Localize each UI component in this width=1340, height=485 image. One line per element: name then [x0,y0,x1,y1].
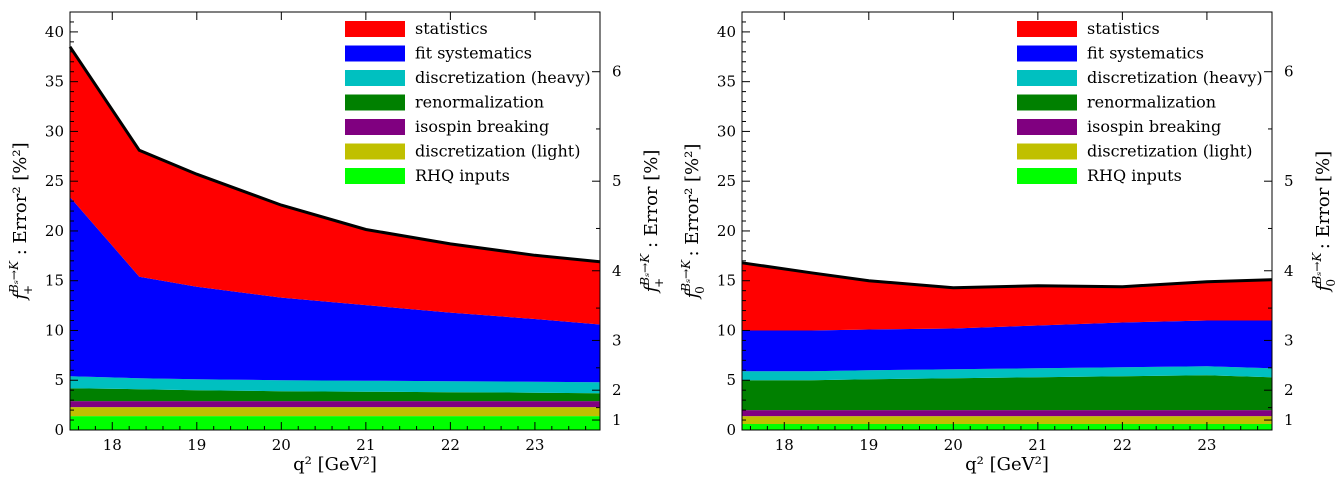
y-tick-label: 40 [45,23,64,41]
area-statistics [70,46,600,325]
legend-swatch [1017,21,1077,37]
area-fit-systematics [70,197,600,383]
legend-label: RHQ inputs [415,166,510,185]
legend-swatch [345,94,405,111]
area-discretization-heavy- [70,376,600,394]
x-tick-label: 20 [944,436,963,454]
legend-swatch [345,119,405,135]
x-tick-label: 22 [1113,436,1132,454]
y-tick-label: 25 [717,172,736,190]
area-discretization-light- [70,407,600,417]
legend-label: isospin breaking [415,117,549,136]
right-y-axis-title: fBₛ→K0 : Error [%] [1310,151,1338,293]
right-tick-label: 1 [1284,411,1294,429]
y-tick-label: 20 [717,222,736,240]
legend-swatch [1017,143,1077,160]
legend-label: fit systematics [1087,44,1204,63]
total-error-line [68,45,601,264]
y-tick-label: 15 [717,272,736,290]
right-tick-label: 5 [1284,172,1294,190]
y-tick-label: 40 [717,23,736,41]
right-tick-label: 2 [612,381,622,399]
x-tick-label: 18 [775,436,794,454]
area-discretization-heavy- [742,366,1272,381]
y-tick-label: 35 [45,73,64,91]
area-rhq-inputs [742,424,1272,430]
area-isospin-breaking [742,410,1272,417]
right-tick-label: 3 [1284,331,1294,349]
legend-swatch [345,21,405,37]
y-tick-label: 20 [45,222,64,240]
legend-label: discretization (heavy) [415,68,591,87]
legend-label: statistics [415,19,488,38]
right-tick-label: 4 [612,262,622,280]
legend-swatch [1017,168,1077,184]
x-tick-label: 21 [356,436,375,454]
x-tick-label: 19 [187,436,206,454]
y-tick-label: 5 [726,371,736,389]
total-error-line [741,261,1273,290]
legend-label: RHQ inputs [1087,166,1182,185]
legend-label: renormalization [415,93,544,112]
legend-swatch [345,45,405,62]
legend-label: discretization (light) [415,142,580,161]
legend-label: discretization (light) [1087,142,1252,161]
y-tick-label: 5 [54,371,64,389]
area-renormalization [70,388,600,402]
x-tick-label: 22 [441,436,460,454]
y-tick-label: 30 [717,122,736,140]
right-y-axis-title: fBₛ→K+ : Error [%] [638,150,666,295]
x-tick-label: 21 [1028,436,1047,454]
right-tick-label: 6 [612,63,622,81]
x-axis-title: q² [GeV²] [965,454,1049,475]
legend-label: fit systematics [415,44,532,63]
y-tick-label: 25 [45,172,64,190]
left-y-axis-title: fBₛ→K+ : Error² [%²] [7,142,35,301]
legend-swatch [345,168,405,184]
right-tick-label: 1 [612,411,622,429]
y-tick-label: 0 [54,421,64,439]
area-discretization-light- [742,416,1272,424]
legend-label: isospin breaking [1087,117,1221,136]
area-renormalization [742,375,1272,411]
right-tick-label: 5 [612,172,622,190]
legend-swatch [1017,70,1077,86]
legend-swatch [1017,45,1077,62]
area-fit-systematics [742,320,1272,372]
legend-label: statistics [1087,19,1160,38]
x-tick-label: 23 [525,436,544,454]
area-rhq-inputs [70,416,600,430]
y-tick-label: 10 [717,321,736,339]
legend-label: discretization (heavy) [1087,68,1263,87]
x-tick-label: 18 [103,436,122,454]
y-tick-label: 30 [45,122,64,140]
legend-swatch [345,143,405,160]
y-tick-label: 35 [717,73,736,91]
x-tick-label: 23 [1197,436,1216,454]
legend-label: renormalization [1087,93,1216,112]
y-tick-label: 10 [45,321,64,339]
x-axis-title: q² [GeV²] [293,454,377,475]
area-statistics [742,262,1272,331]
area-isospin-breaking [70,401,600,408]
legend-swatch [1017,119,1077,135]
left-y-axis-title: fBₛ→K0 : Error² [%²] [679,144,707,301]
x-tick-label: 20 [272,436,291,454]
right-tick-label: 2 [1284,381,1294,399]
y-tick-label: 15 [45,272,64,290]
legend-swatch [345,70,405,86]
legend-swatch [1017,94,1077,111]
right-tick-label: 6 [1284,63,1294,81]
right-tick-label: 3 [612,331,622,349]
right-tick-label: 4 [1284,262,1294,280]
y-tick-label: 0 [726,421,736,439]
x-tick-label: 19 [859,436,878,454]
